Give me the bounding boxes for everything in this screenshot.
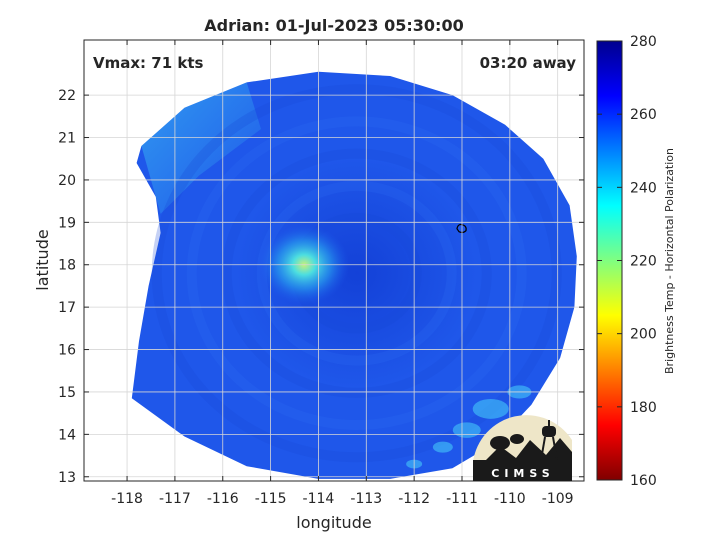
bright-band-cell <box>432 441 453 453</box>
spiral-bands <box>151 84 562 463</box>
time-away-annotation: 03:20 away <box>480 54 577 72</box>
x-tick-label: -109 <box>542 491 574 507</box>
y-axis-label: latitude <box>33 229 52 290</box>
y-tick-label: 16 <box>58 343 76 359</box>
eye-region <box>236 158 477 389</box>
colorbar-tick-labels: 160 180 200 220 240 260 280 <box>630 34 657 489</box>
y-tick-label: 15 <box>58 385 76 401</box>
bright-band-cell <box>472 399 509 419</box>
colorbar-tick-label: 240 <box>630 180 657 196</box>
y-tick-labels: 13 14 15 16 17 18 19 20 21 22 <box>58 88 76 486</box>
vmax-annotation: Vmax: 71 kts <box>93 54 203 72</box>
swath-cyan-edge <box>141 82 261 214</box>
y-tick-label: 22 <box>58 88 76 104</box>
x-axis-label: longitude <box>296 513 371 532</box>
colorbar-tick-label: 280 <box>630 34 657 50</box>
colorbar-label: Brightness Temp - Horizontal Polarizatio… <box>663 148 676 374</box>
x-tick-label: -118 <box>111 491 143 507</box>
x-tick-label: -110 <box>494 491 526 507</box>
y-tick-label: 19 <box>58 215 76 231</box>
y-tick-label: 21 <box>58 131 76 147</box>
x-tick-label: -116 <box>207 491 239 507</box>
logo-text: CIMSS <box>491 467 554 480</box>
x-tick-label: -117 <box>159 491 191 507</box>
x-tick-label: -112 <box>398 491 430 507</box>
colorbar-ticks <box>597 40 622 481</box>
swath-layer <box>131 71 577 479</box>
cimss-logo: CIMSS <box>473 415 572 481</box>
x-tick-label: -111 <box>446 491 478 507</box>
tick-marks <box>84 40 584 481</box>
colorbar-tick-label: 260 <box>630 107 657 123</box>
satellite-dish-icon <box>490 434 524 450</box>
y-tick-label: 20 <box>58 173 76 189</box>
chart-title: Adrian: 01-Jul-2023 05:30:00 <box>204 16 463 35</box>
colorbar-tick-label: 220 <box>630 254 657 270</box>
y-tick-label: 13 <box>58 470 76 486</box>
colorbar-tick-label: 160 <box>630 473 657 489</box>
x-tick-label: -115 <box>255 491 287 507</box>
grid-lines <box>84 40 584 481</box>
colorbar-tick-label: 180 <box>630 400 657 416</box>
bright-band <box>406 385 532 469</box>
x-tick-label: -113 <box>350 491 382 507</box>
x-tick-label: -114 <box>303 491 335 507</box>
rain-band <box>221 148 492 398</box>
colorbar-tick-label: 200 <box>630 327 657 343</box>
x-tick-labels: -118 -117 -116 -115 -114 -113 -112 -111 -110 -109 <box>111 491 573 507</box>
axes-box <box>83 39 585 482</box>
y-tick-label: 14 <box>58 427 76 443</box>
rain-band <box>186 116 527 431</box>
bright-band-cell <box>452 422 481 438</box>
water-tower-icon <box>540 420 558 461</box>
y-tick-label: 18 <box>58 258 76 274</box>
y-tick-label: 17 <box>58 300 76 316</box>
rain-band <box>151 84 562 463</box>
